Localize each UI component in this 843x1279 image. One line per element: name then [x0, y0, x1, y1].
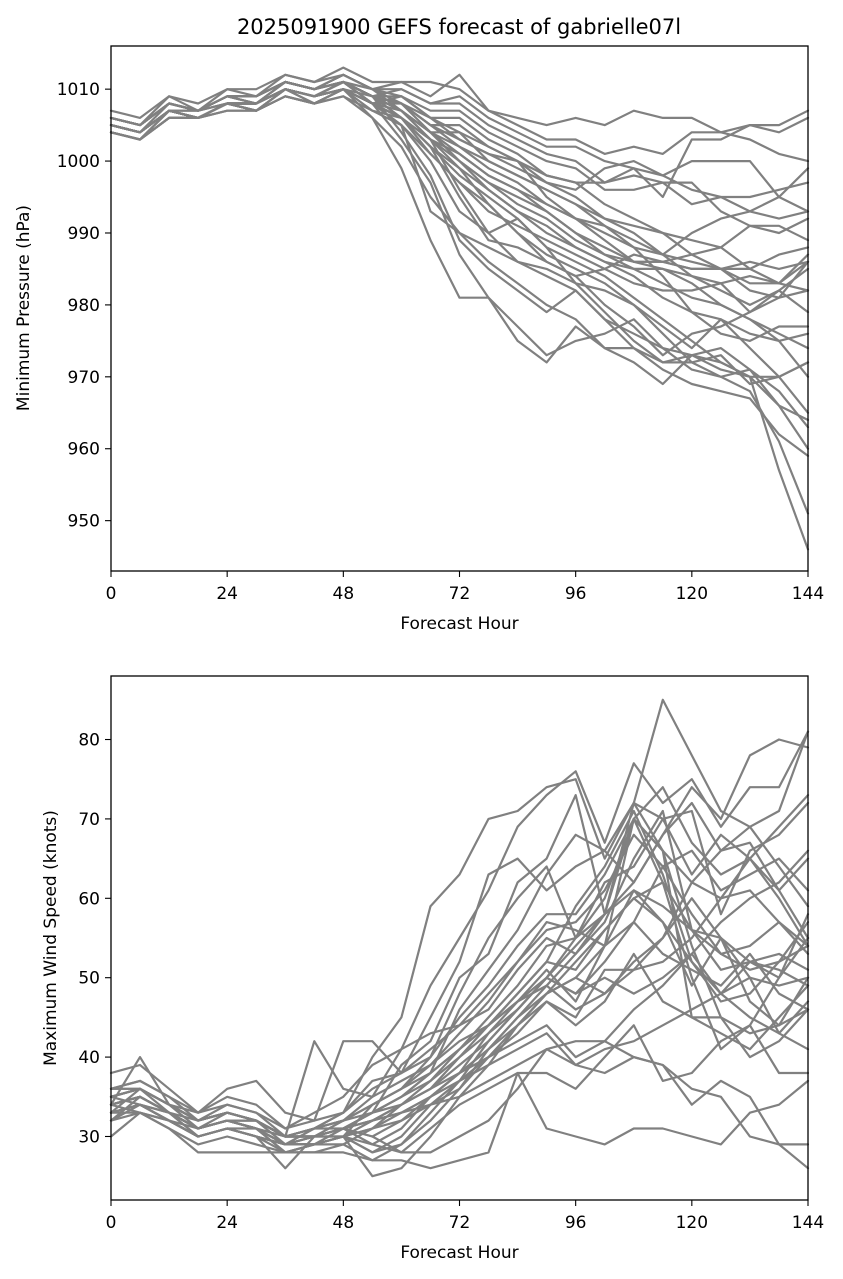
wind-ticks: 0 24 48 72 96 120 144 30 40 50 60 70 80	[78, 731, 824, 1233]
wind-y-tick-label: 60	[78, 889, 100, 909]
wind-panel: 0 24 48 72 96 120 144 30 40 50 60 70 80 Forecast Hou…	[41, 675, 824, 1263]
wind-ylabel: Maximum Wind Speed (knots)	[41, 810, 61, 1066]
pressure-panel: 0 24 48 72 96 120 144 950 960 970 980 990 1000 1010 F…	[14, 45, 824, 634]
wind-x-tick-label: 0	[106, 1213, 117, 1233]
pressure-xlabel: Forecast Hour	[400, 614, 518, 634]
chart-title: 2025091900 GEFS forecast of gabrielle07l	[237, 15, 681, 39]
pressure-y-tick-label: 990	[68, 224, 100, 244]
pressure-ylabel: Minimum Pressure (hPa)	[14, 205, 34, 411]
wind-series-line-22	[109, 1071, 810, 1170]
pressure-x-tick-label: 48	[333, 584, 355, 604]
wind-x-tick-label: 120	[676, 1213, 708, 1233]
pressure-x-tick-label: 120	[676, 584, 708, 604]
pressure-x-tick-label: 72	[449, 584, 471, 604]
wind-series-line-31	[109, 889, 810, 1138]
pressure-series-line-2	[109, 73, 810, 163]
pressure-plot-frame	[110, 45, 809, 572]
wind-x-tick-label: 72	[449, 1213, 471, 1233]
wind-series-group	[109, 698, 810, 1178]
wind-y-tick-label: 50	[78, 969, 100, 989]
wind-y-tick-label: 40	[78, 1048, 100, 1068]
pressure-y-tick-label: 950	[68, 512, 100, 532]
wind-x-tick-label: 48	[333, 1213, 355, 1233]
wind-y-tick-label: 70	[78, 810, 100, 830]
wind-x-tick-label: 96	[565, 1213, 587, 1233]
pressure-y-tick-label: 980	[68, 296, 100, 316]
pressure-y-tick-label: 1010	[57, 80, 100, 100]
pressure-y-tick-label: 960	[68, 440, 100, 460]
pressure-x-tick-label: 0	[106, 584, 117, 604]
wind-y-tick-label: 80	[78, 731, 100, 751]
pressure-x-tick-label: 96	[565, 584, 587, 604]
wind-x-tick-label: 24	[216, 1213, 238, 1233]
wind-xlabel: Forecast Hour	[400, 1243, 518, 1263]
wind-series-line-3	[109, 738, 810, 1122]
wind-series-line-29	[109, 952, 810, 1154]
pressure-y-tick-label: 1000	[57, 152, 100, 172]
pressure-ticks: 0 24 48 72 96 120 144 950 960 970 980 990 1000 1010	[57, 80, 824, 604]
pressure-x-tick-label: 144	[792, 584, 824, 604]
pressure-series-group	[109, 66, 810, 551]
pressure-x-tick-label: 24	[216, 584, 238, 604]
wind-plot-frame	[110, 675, 809, 1201]
pressure-series-line-31	[109, 80, 810, 414]
wind-series-line-30	[109, 920, 810, 1138]
wind-y-tick-label: 30	[78, 1127, 100, 1147]
pressure-y-tick-label: 970	[68, 368, 100, 388]
wind-series-line-1	[109, 698, 810, 1130]
wind-x-tick-label: 144	[792, 1213, 824, 1233]
